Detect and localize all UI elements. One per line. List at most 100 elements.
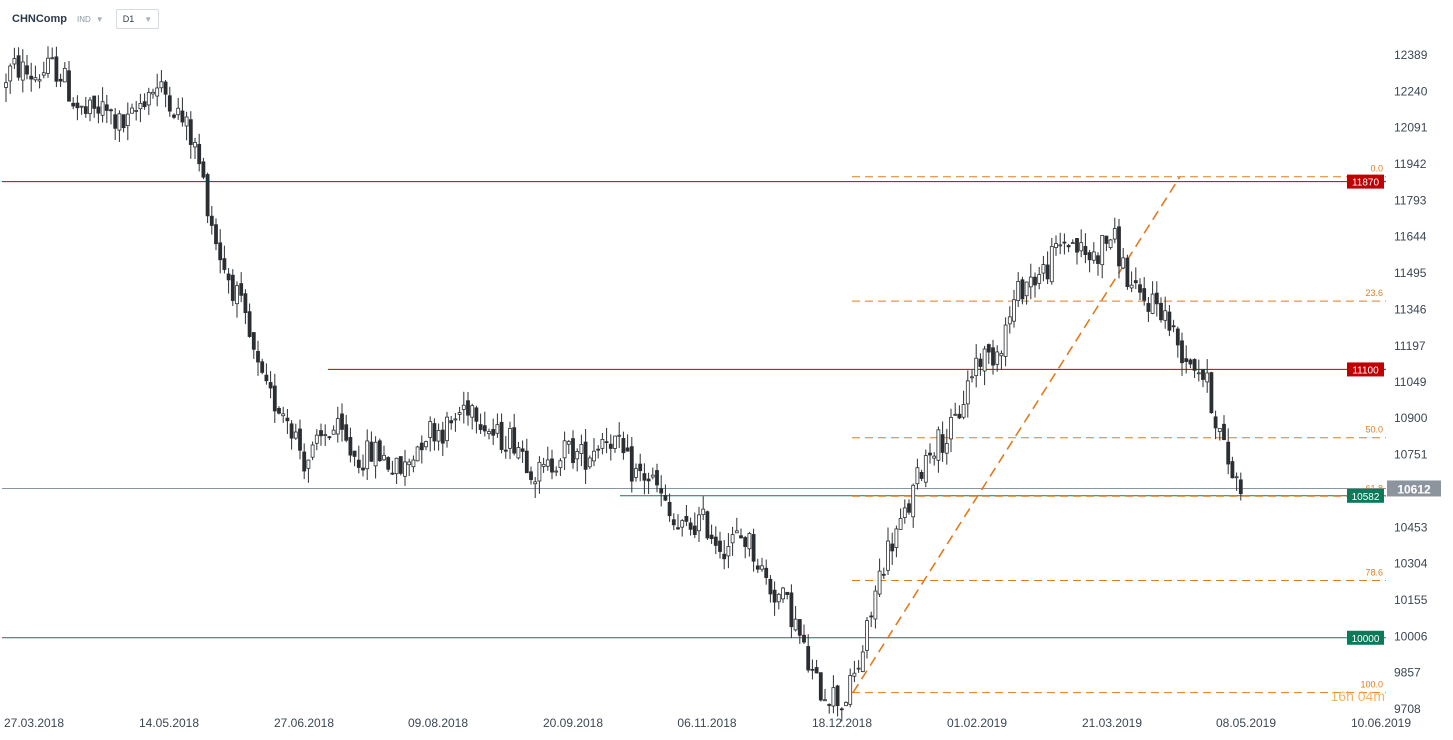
candle-body	[382, 454, 386, 461]
candle	[491, 418, 496, 445]
candle	[957, 405, 962, 420]
candle	[545, 446, 550, 471]
candle-body	[592, 450, 596, 462]
candle-body	[289, 423, 294, 439]
timeframe-value: D1	[122, 14, 135, 24]
candle	[352, 450, 357, 467]
y-tick-label: 10155	[1394, 593, 1428, 607]
candle-body	[1201, 369, 1205, 380]
candle-body	[1083, 246, 1088, 255]
candle	[814, 659, 819, 674]
candle-body	[239, 283, 244, 296]
candle	[923, 449, 928, 488]
x-tick-label: 06.11.2018	[677, 716, 736, 730]
candle-body	[1037, 274, 1042, 284]
candle-body	[117, 113, 122, 131]
timeframe-select[interactable]: D1 ▼	[115, 9, 160, 29]
candle	[1159, 297, 1163, 323]
candle	[62, 62, 67, 83]
chevron-down-icon[interactable]: ▼	[95, 14, 104, 24]
candle-body	[1104, 235, 1109, 244]
candle-body	[478, 424, 483, 430]
candle-body	[293, 431, 298, 439]
candle	[482, 411, 487, 437]
candle-body	[957, 413, 962, 419]
candle	[986, 343, 991, 364]
candle	[83, 96, 88, 118]
candle	[760, 557, 764, 572]
candle-body	[264, 374, 269, 382]
candle	[243, 289, 248, 325]
candle-body	[352, 450, 357, 457]
candle-body	[365, 440, 370, 470]
candle-body	[734, 530, 739, 534]
y-tick-label: 11644	[1394, 230, 1427, 244]
candle	[239, 272, 244, 303]
candle	[1213, 410, 1218, 440]
candle	[621, 431, 626, 460]
candle-body	[369, 441, 374, 462]
candle-body	[457, 412, 462, 415]
candle-body	[298, 428, 302, 451]
candle	[377, 438, 382, 462]
candle	[516, 441, 521, 460]
candle	[734, 517, 739, 534]
candle-body	[583, 441, 588, 470]
candle-body	[743, 537, 748, 547]
y-tick-label: 11346	[1394, 302, 1427, 316]
candle	[125, 102, 130, 141]
candle-body	[776, 593, 781, 603]
candle-body	[919, 472, 924, 479]
candle-body	[667, 501, 672, 517]
x-tick-label: 08.05.2019	[1216, 716, 1276, 730]
fib-level-label: 78.6	[1365, 567, 1383, 577]
symbol-label[interactable]: CHNComp	[12, 13, 67, 25]
candle-body	[1163, 310, 1168, 321]
candle	[797, 619, 802, 644]
candle	[356, 445, 361, 474]
candle-body	[205, 174, 210, 217]
fib-level-label: 23.6	[1365, 288, 1383, 298]
candle	[251, 332, 256, 359]
candle-body	[361, 467, 365, 471]
candle	[415, 445, 420, 462]
candle-body	[659, 488, 664, 494]
candle	[646, 472, 651, 495]
candle-body	[319, 430, 323, 437]
candle	[293, 423, 298, 440]
candle	[67, 61, 71, 102]
candle-body	[978, 358, 983, 367]
candle	[424, 440, 428, 451]
candle-body	[852, 672, 857, 677]
candle	[718, 531, 722, 559]
candle-body	[793, 618, 798, 631]
chart-toolbar: CHNComp IND ▼ D1 ▼	[0, 8, 160, 30]
candle	[461, 391, 466, 424]
candle	[873, 585, 878, 629]
candle-body	[617, 434, 622, 437]
candle-body	[571, 438, 575, 464]
candle-body	[37, 79, 42, 82]
candle-body	[138, 103, 143, 110]
candle-body	[802, 634, 806, 643]
x-axis: 27.03.2018 14.05.2018 27.06.2018 09.08.2018…	[4, 716, 1411, 730]
candle-body	[541, 463, 546, 467]
candle-body	[1171, 325, 1176, 328]
candle-body	[356, 459, 361, 468]
candle-body	[188, 119, 193, 145]
candle	[835, 684, 840, 717]
candle	[755, 558, 760, 573]
candle	[600, 432, 605, 455]
candle	[961, 390, 966, 420]
candle-body	[1234, 476, 1239, 479]
candle-body	[688, 522, 693, 530]
candle	[642, 463, 647, 495]
candle-body	[550, 458, 554, 473]
candle	[1037, 266, 1042, 290]
candle-body	[226, 273, 231, 281]
candle-body	[146, 92, 151, 106]
candle	[1062, 233, 1067, 255]
candle-body	[1196, 372, 1201, 375]
candle-body	[671, 519, 676, 526]
